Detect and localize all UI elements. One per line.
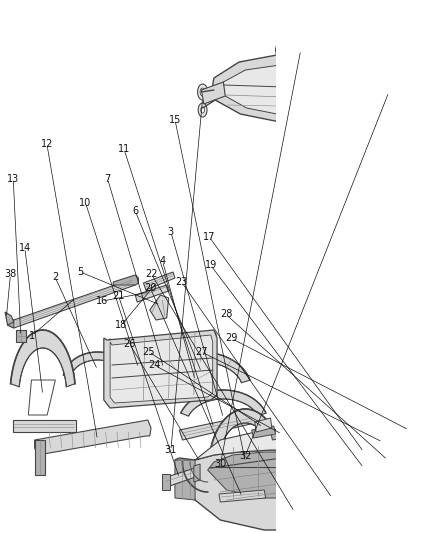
Polygon shape (164, 468, 198, 487)
Text: 27: 27 (195, 347, 208, 357)
Polygon shape (11, 330, 75, 387)
Text: 10: 10 (79, 198, 92, 207)
Polygon shape (252, 426, 276, 438)
Circle shape (385, 95, 393, 109)
Polygon shape (219, 490, 265, 502)
Polygon shape (179, 415, 255, 440)
Polygon shape (271, 428, 294, 440)
Polygon shape (213, 55, 387, 125)
Polygon shape (175, 450, 378, 530)
Polygon shape (35, 440, 45, 475)
Text: 19: 19 (205, 261, 217, 270)
Text: 12: 12 (41, 139, 53, 149)
Text: 23: 23 (176, 278, 188, 287)
Text: 7: 7 (104, 174, 111, 183)
Text: 17: 17 (203, 232, 215, 242)
Polygon shape (379, 449, 386, 469)
Text: 6: 6 (132, 206, 138, 215)
Polygon shape (209, 409, 282, 463)
Text: 2: 2 (52, 272, 58, 282)
Text: 3: 3 (168, 227, 174, 237)
Text: 25: 25 (143, 347, 155, 357)
Polygon shape (153, 352, 250, 383)
Polygon shape (64, 352, 131, 376)
Polygon shape (194, 464, 200, 482)
Polygon shape (113, 275, 138, 285)
Polygon shape (113, 350, 162, 372)
Polygon shape (255, 418, 272, 432)
Polygon shape (150, 295, 169, 320)
Polygon shape (208, 452, 352, 498)
Circle shape (387, 99, 391, 105)
Text: 14: 14 (19, 243, 31, 253)
Circle shape (319, 47, 323, 53)
Circle shape (198, 84, 208, 100)
Circle shape (278, 47, 282, 53)
Polygon shape (348, 459, 357, 477)
Polygon shape (35, 420, 151, 455)
Text: 16: 16 (96, 296, 108, 306)
Polygon shape (13, 420, 75, 432)
Circle shape (200, 88, 205, 96)
Text: 22: 22 (145, 270, 158, 279)
Circle shape (6, 315, 10, 321)
Circle shape (212, 332, 216, 340)
Polygon shape (371, 432, 395, 453)
Polygon shape (371, 440, 406, 468)
Polygon shape (195, 428, 376, 465)
Circle shape (201, 107, 205, 113)
Polygon shape (192, 368, 217, 385)
Text: 18: 18 (115, 320, 127, 330)
Circle shape (198, 103, 207, 117)
Polygon shape (7, 318, 14, 328)
Polygon shape (349, 455, 382, 473)
Text: 31: 31 (165, 446, 177, 455)
Polygon shape (110, 335, 213, 403)
Text: 20: 20 (144, 283, 156, 293)
Polygon shape (376, 78, 393, 105)
Text: 29: 29 (225, 334, 238, 343)
Polygon shape (162, 474, 170, 490)
Text: 4: 4 (159, 256, 166, 266)
Polygon shape (7, 278, 135, 328)
Polygon shape (5, 312, 14, 325)
Polygon shape (277, 506, 314, 518)
Text: 28: 28 (220, 310, 232, 319)
Polygon shape (277, 44, 323, 62)
Polygon shape (28, 380, 55, 415)
Text: 5: 5 (77, 267, 83, 277)
Text: 11: 11 (118, 144, 130, 154)
Polygon shape (104, 330, 217, 408)
Polygon shape (348, 443, 357, 462)
Circle shape (108, 339, 113, 347)
Polygon shape (135, 285, 169, 302)
Polygon shape (201, 82, 225, 104)
Text: 24: 24 (148, 360, 160, 370)
Text: 15: 15 (169, 115, 181, 125)
Circle shape (108, 396, 113, 404)
Polygon shape (181, 390, 266, 416)
Polygon shape (16, 330, 26, 342)
Text: 13: 13 (7, 174, 19, 183)
Text: 30: 30 (214, 459, 226, 469)
Circle shape (276, 43, 284, 57)
Polygon shape (144, 272, 175, 290)
Text: 32: 32 (239, 451, 251, 461)
Circle shape (317, 43, 325, 57)
Text: 21: 21 (112, 291, 125, 301)
Circle shape (384, 76, 394, 92)
Circle shape (386, 80, 392, 88)
Text: 26: 26 (124, 339, 136, 349)
Circle shape (212, 391, 216, 399)
Polygon shape (393, 418, 429, 444)
Polygon shape (376, 434, 384, 456)
Polygon shape (222, 65, 378, 118)
Polygon shape (349, 440, 381, 460)
Polygon shape (175, 460, 195, 500)
Text: 1: 1 (28, 331, 35, 341)
Text: 38: 38 (4, 270, 17, 279)
Polygon shape (314, 488, 353, 508)
